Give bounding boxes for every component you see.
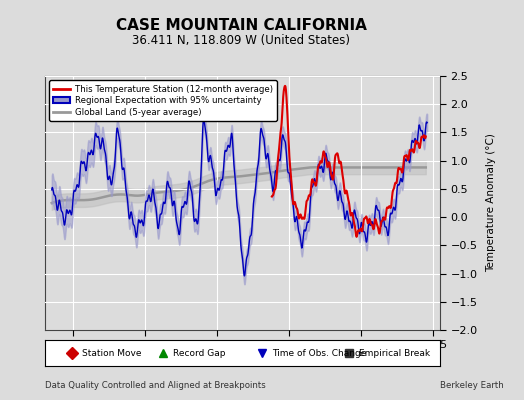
Text: 36.411 N, 118.809 W (United States): 36.411 N, 118.809 W (United States) bbox=[132, 34, 350, 47]
Y-axis label: Temperature Anomaly (°C): Temperature Anomaly (°C) bbox=[486, 134, 496, 272]
Text: Berkeley Earth: Berkeley Earth bbox=[440, 381, 504, 390]
Text: Time of Obs. Change: Time of Obs. Change bbox=[272, 348, 366, 358]
Legend: This Temperature Station (12-month average), Regional Expectation with 95% uncer: This Temperature Station (12-month avera… bbox=[49, 80, 277, 121]
Text: CASE MOUNTAIN CALIFORNIA: CASE MOUNTAIN CALIFORNIA bbox=[116, 18, 366, 33]
Text: Empirical Break: Empirical Break bbox=[359, 348, 430, 358]
Text: Data Quality Controlled and Aligned at Breakpoints: Data Quality Controlled and Aligned at B… bbox=[45, 381, 265, 390]
Text: Station Move: Station Move bbox=[82, 348, 141, 358]
Text: Record Gap: Record Gap bbox=[173, 348, 226, 358]
